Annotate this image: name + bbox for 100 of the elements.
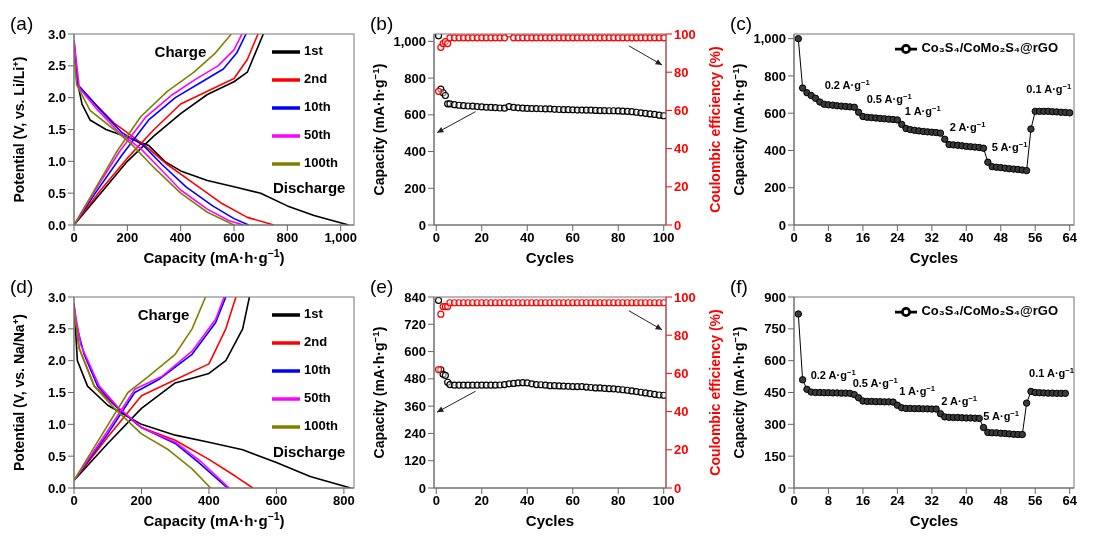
y-tick-label: 840 (404, 289, 426, 305)
x-tick-label: 200 (116, 230, 139, 246)
y-tick-label: 0.5 (47, 448, 66, 464)
legend-label: 1st (304, 43, 323, 59)
annotation: Discharge (272, 178, 346, 196)
y-tick-label: 0 (418, 217, 426, 233)
y-tick-label: 2.5 (47, 321, 66, 337)
legend-label: 1st (304, 306, 323, 322)
y-tick-label: 480 (404, 371, 426, 387)
y2-axis-title: Coulombic efficiency (%) (707, 309, 723, 476)
x-tick-label: 40 (520, 230, 535, 246)
x-tick-label: 0 (432, 230, 440, 246)
y-tick-label: 2.0 (47, 90, 66, 106)
x-tick-label: 16 (855, 493, 871, 509)
y-tick-label: 0.5 (47, 185, 66, 201)
x-tick-label: 8 (824, 230, 833, 246)
x-tick-label: 40 (520, 493, 535, 509)
x-tick-label: 48 (993, 493, 1008, 509)
y2-tick-label: 100 (674, 26, 696, 42)
y-tick-label: 0.0 (47, 480, 66, 496)
x-axis-title: Cycles (909, 249, 959, 266)
y-tick-label: 600 (404, 107, 426, 123)
y-tick-label: 0 (418, 480, 426, 496)
y-tick-label: 0 (778, 217, 786, 233)
y-tick-label: 1.5 (47, 385, 66, 401)
x-axis-title: Cycles (525, 512, 575, 529)
y2-tick-label: 0 (674, 480, 682, 496)
x-tick-label: 100 (652, 230, 675, 246)
y-tick-label: 2.5 (47, 58, 66, 74)
x-axis-title: Cycles (525, 249, 575, 266)
y-tick-label: 120 (404, 453, 426, 469)
y-tick-label: 600 (764, 105, 786, 121)
x-tick-label: 400 (198, 493, 220, 509)
y-tick-label: 150 (764, 448, 786, 464)
x-tick-label: 800 (333, 493, 355, 509)
annotation: 0.2 A·g$^{−1}$ (824, 77, 871, 92)
y-tick-label: 800 (764, 68, 786, 84)
y-tick-label: 200 (764, 180, 786, 196)
annotation: 5 A·g$^{−1}$ (983, 408, 1020, 423)
legend-label: 2nd (304, 334, 328, 350)
y-tick-label: 600 (404, 344, 426, 360)
y-tick-label: 240 (404, 426, 426, 442)
x-tick-label: 60 (565, 230, 580, 246)
x-tick-label: 0 (790, 493, 798, 509)
y2-axis-title: Coulombic efficiency (%) (707, 46, 723, 213)
annotation: Discharge (272, 443, 346, 461)
x-axis-title: Capacity (mA·h·g$^{−1}$) (143, 510, 285, 529)
annotation: 0.5 A·g$^{−1}$ (866, 91, 913, 105)
chart-title: (f) (730, 276, 748, 297)
annotation: 5 A·g$^{−1}$ (991, 139, 1029, 154)
chart-title: (c) (730, 13, 753, 34)
x-tick-label: 40 (959, 230, 974, 246)
y-tick-label: 450 (764, 385, 786, 401)
x-axis-title: Cycles (909, 512, 959, 529)
y-tick-label: 400 (404, 144, 426, 160)
y-tick-label: 400 (764, 143, 786, 159)
x-tick-label: 24 (890, 230, 906, 246)
annotation: Charge (137, 305, 190, 323)
legend-label: 2nd (304, 71, 328, 87)
y2-tick-label: 20 (674, 179, 689, 195)
x-tick-label: 32 (924, 493, 940, 509)
legend-label: 10th (304, 362, 331, 378)
x-tick-label: 60 (565, 493, 580, 509)
x-tick-label: 20 (474, 493, 489, 509)
annotation: 1 A·g$^{−1}$ (899, 383, 936, 398)
annotation: 0.5 A·g$^{−1}$ (852, 375, 899, 389)
x-tick-label: 8 (824, 493, 833, 509)
legend-label: Co₃S₄/CoMo₂S₄@rGO (921, 40, 1058, 56)
annotation: 2 A·g$^{−1}$ (941, 393, 978, 407)
x-tick-label: 56 (1028, 493, 1043, 509)
x-tick-label: 48 (993, 230, 1008, 246)
x-tick-label: 64 (1062, 493, 1078, 509)
x-tick-label: 0 (790, 230, 798, 246)
x-axis-title: Capacity (mA·h·g$^{−1}$) (143, 247, 285, 266)
annotation: Charge (154, 42, 207, 60)
y-tick-label: 1.0 (47, 153, 66, 169)
x-tick-label: 56 (1028, 230, 1043, 246)
y2-tick-label: 80 (674, 327, 689, 343)
y-tick-label: 1,000 (753, 31, 786, 47)
legend-label: 100th (304, 155, 338, 171)
x-tick-label: 600 (265, 493, 288, 509)
x-tick-label: 80 (611, 230, 626, 246)
legend-label: 100th (304, 418, 338, 434)
y-tick-label: 1,000 (393, 33, 426, 49)
x-tick-label: 200 (130, 493, 153, 509)
y-tick-label: 750 (764, 321, 786, 337)
chart-title: (a) (10, 13, 34, 34)
x-tick-label: 400 (169, 230, 192, 246)
y-tick-label: 600 (764, 353, 786, 369)
x-tick-label: 0 (432, 493, 440, 509)
x-tick-label: 1,000 (324, 230, 357, 246)
y-tick-label: 200 (404, 180, 426, 196)
y-tick-label: 900 (764, 289, 786, 305)
x-tick-label: 80 (611, 493, 626, 509)
y-tick-label: 720 (404, 316, 426, 332)
x-tick-label: 800 (276, 230, 299, 246)
y2-tick-label: 60 (674, 103, 689, 119)
x-tick-label: 20 (474, 230, 489, 246)
y-tick-label: 0.0 (47, 217, 66, 233)
x-tick-label: 100 (652, 493, 675, 509)
